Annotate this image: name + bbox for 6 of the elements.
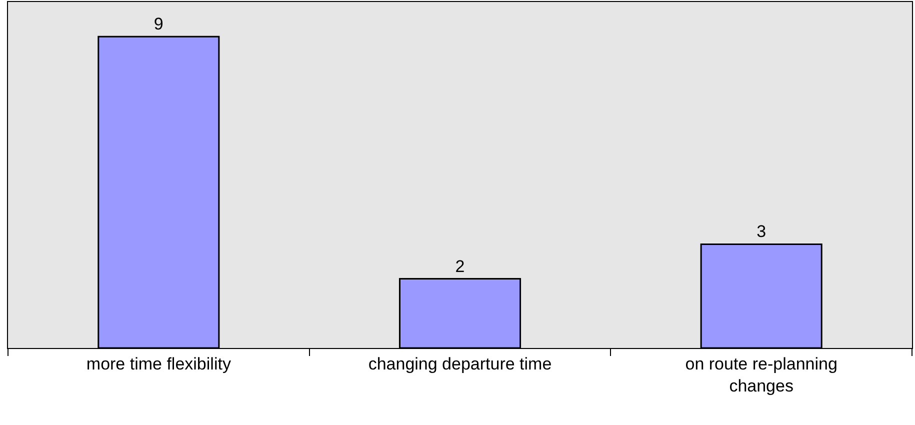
x-tick-label: more time flexibility: [86, 354, 232, 374]
data-label: 9: [154, 14, 164, 34]
data-label: 2: [455, 256, 465, 276]
data-label: 3: [756, 222, 766, 242]
x-tick-label: changing departure time: [368, 354, 552, 374]
x-tick-label: on route re-planning changes: [685, 354, 838, 396]
